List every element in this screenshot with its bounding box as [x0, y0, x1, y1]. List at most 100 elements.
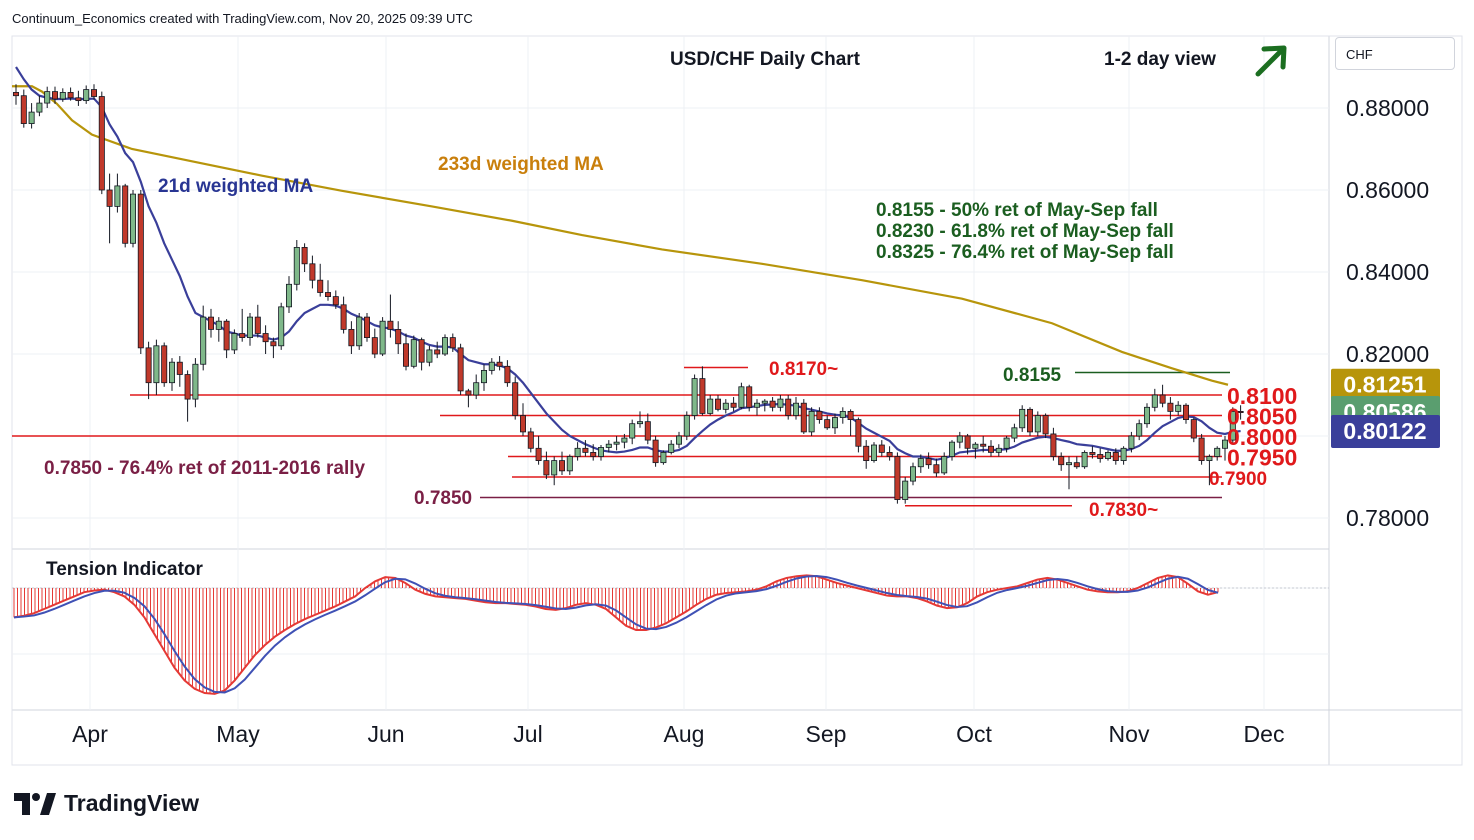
tradingview-logo[interactable]: TradingView [14, 790, 199, 817]
candle-body [535, 447, 542, 461]
candle-body [356, 316, 363, 347]
candle-body [761, 400, 768, 404]
price-label-text: 0.81251 [1343, 372, 1426, 398]
candle-body [730, 402, 737, 408]
price-label-box [1331, 414, 1440, 448]
candle-body [644, 421, 651, 441]
candle-body [1198, 437, 1205, 461]
candle-body [621, 437, 628, 443]
candle-body [137, 193, 144, 349]
chart-frame [11, 35, 1463, 766]
currency-button[interactable]: CHF [1335, 37, 1455, 70]
candle-body [972, 443, 979, 449]
candle-body [894, 456, 901, 500]
candle-body [293, 246, 300, 285]
level-label: 0.8100 [1227, 383, 1297, 409]
candle-body [122, 185, 129, 244]
candle-body [254, 316, 261, 334]
candle-body [488, 361, 495, 371]
candle-body [949, 441, 956, 457]
candle-body [129, 193, 136, 244]
candle-body [863, 445, 870, 461]
candle-body [1128, 435, 1135, 449]
fib-note: 0.8155 - 50% ret of May-Sep fall [876, 200, 1158, 221]
candle-body [262, 333, 269, 343]
candle-body [1222, 439, 1229, 449]
candle-body [613, 441, 620, 445]
candle-body [83, 89, 90, 102]
candle-body [59, 92, 66, 100]
candle-body [379, 320, 386, 355]
candle-body [738, 386, 745, 408]
candle-body [1167, 402, 1174, 412]
candle-body [395, 328, 402, 345]
candle-body [769, 400, 776, 408]
candle-body [1144, 406, 1151, 425]
candle-body [278, 306, 285, 347]
candle-body [207, 316, 214, 330]
candle-body [75, 97, 82, 102]
candle-body [551, 460, 558, 476]
candle-body [1073, 462, 1080, 468]
tension-label: Tension Indicator [46, 559, 204, 580]
y-tick-label: 0.78000 [1346, 505, 1429, 531]
candle-body [995, 447, 1002, 453]
candle-body [683, 415, 690, 437]
candle-body [145, 347, 152, 384]
candle-body [426, 349, 433, 363]
candle-body [847, 410, 854, 420]
candle-body [824, 419, 831, 429]
candle-body [340, 304, 347, 330]
candle-body [324, 292, 331, 297]
candle-body [590, 451, 597, 457]
candle-body [402, 343, 409, 367]
candle-body [1183, 404, 1190, 420]
tension-signal-line [13, 574, 1219, 694]
ma21-line [15, 66, 1241, 461]
candle-body [1034, 415, 1041, 433]
candle-body [449, 337, 456, 349]
candle-body [1159, 394, 1166, 404]
candle-body [676, 435, 683, 445]
candle-body [691, 378, 698, 416]
candle-body [52, 91, 59, 100]
candle-body [637, 421, 644, 425]
candle-body [348, 328, 355, 347]
candle-body [98, 96, 105, 191]
candle-body [215, 320, 222, 330]
candle-body [871, 444, 878, 461]
candle-body [12, 92, 19, 97]
candle-body [917, 458, 924, 468]
tension-line [13, 574, 1219, 695]
candle-body [902, 480, 909, 500]
candle-body [457, 347, 464, 392]
candle-body [1206, 456, 1213, 461]
candle-body [722, 402, 729, 410]
candle-body [629, 423, 636, 439]
price-label-text: 0.80122 [1343, 418, 1426, 444]
candle-body [441, 337, 448, 355]
brand-name: TradingView [64, 790, 200, 816]
candle-body [699, 378, 706, 414]
fib-note: 0.8325 - 76.4% ret of May-Sep fall [876, 242, 1174, 263]
candle-body [161, 345, 168, 384]
candle-body [1081, 451, 1088, 468]
y-tick-label: 0.88000 [1346, 95, 1429, 121]
candle-body [785, 398, 792, 416]
candle-body [1136, 423, 1143, 437]
candle-body [36, 102, 43, 113]
candle-body [418, 339, 425, 363]
candle-body [956, 435, 963, 443]
candle-body [387, 320, 394, 330]
x-tick-label: May [216, 721, 260, 747]
candle-body [434, 349, 441, 355]
view-note: 1-2 day view [1104, 49, 1216, 70]
candle-body [309, 263, 316, 281]
candle-body [1097, 454, 1104, 459]
level-label: 0.7900 [1209, 469, 1267, 490]
candle-body [754, 402, 761, 408]
candle-body [192, 363, 199, 400]
x-tick-label: Apr [72, 721, 108, 747]
ma21-label: 21d weighted MA [158, 176, 313, 197]
chart-title: USD/CHF Daily Chart [670, 49, 861, 70]
